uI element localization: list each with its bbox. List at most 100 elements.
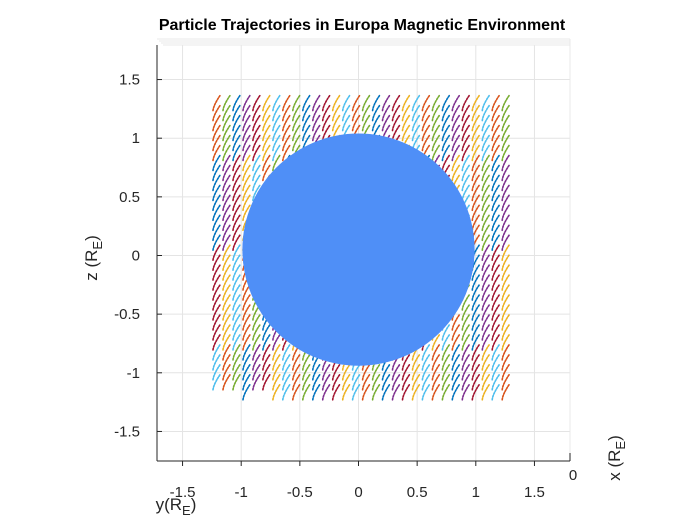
trajectory-segment [222, 174, 231, 192]
trajectory-segment [471, 343, 481, 361]
trajectory-segment [222, 134, 231, 152]
x-tick-label: 0 [354, 484, 362, 501]
trajectory-segment [232, 284, 241, 301]
trajectory-segment [441, 383, 451, 401]
trajectory-segment [441, 104, 451, 122]
trajectory-segment [292, 94, 301, 112]
trajectory-segment [371, 94, 381, 112]
trajectory-segment [262, 114, 271, 132]
trajectory-segment [331, 363, 341, 381]
trajectory-segment [421, 363, 431, 381]
trajectory-segment [321, 104, 331, 122]
trajectory-segment [481, 363, 491, 381]
trajectory-segment [242, 114, 251, 132]
trajectory-segment [222, 333, 231, 351]
trajectory-segment [441, 363, 451, 381]
x-tick-label: -1 [235, 484, 248, 501]
trajectory-segment [441, 144, 451, 162]
trajectory-segment [302, 94, 311, 112]
trajectory-segment [282, 343, 291, 361]
trajectory-segment [481, 244, 491, 261]
trajectory-segment [431, 94, 441, 112]
trajectory-segment [232, 274, 241, 291]
trajectory-segment [212, 204, 221, 222]
trajectory-segment [252, 353, 261, 371]
trajectory-segment [262, 104, 271, 122]
trajectory-segment [232, 333, 241, 351]
trajectory-segment [232, 214, 241, 232]
trajectory-segment [451, 114, 461, 132]
trajectory-segment [222, 184, 231, 202]
trajectory-segment [381, 373, 391, 391]
trajectory-segment [411, 383, 421, 401]
trajectory-segment [351, 373, 361, 391]
trajectory-segment [481, 323, 491, 341]
trajectory-segment [491, 234, 501, 251]
trajectory-segment [481, 154, 491, 172]
trajectory-segment [222, 204, 231, 222]
trajectory-segment [501, 134, 510, 152]
trajectory-segment [292, 104, 301, 122]
trajectory-segment [212, 313, 221, 331]
trajectory-segment [222, 154, 231, 172]
trajectory-segment [421, 343, 431, 361]
trajectory-segment [441, 323, 451, 341]
trajectory-segment [292, 363, 301, 381]
trajectory-segment [471, 204, 481, 222]
europa-sphere [242, 133, 475, 366]
trajectory-segment [321, 114, 331, 132]
trajectory-segment [351, 114, 361, 132]
trajectory-segment [212, 184, 221, 202]
trajectory-segment [212, 323, 221, 341]
trajectory-segment [401, 383, 411, 401]
trajectory-segment [262, 154, 271, 172]
trajectory-segment [491, 134, 501, 152]
trajectory-segment [272, 94, 281, 112]
trajectory-segment [421, 383, 431, 401]
trajectory-segment [491, 194, 501, 212]
trajectory-segment [252, 94, 261, 112]
trajectory-segment [421, 124, 431, 142]
trajectory-segment [451, 313, 461, 331]
trajectory-segment [501, 124, 510, 142]
trajectory-segment [451, 333, 461, 351]
trajectory-segment [471, 304, 481, 321]
trajectory-segment [212, 174, 221, 192]
trajectory-segment [491, 343, 501, 361]
trajectory-segment [501, 94, 510, 112]
trajectory-segment [262, 373, 271, 391]
trajectory-segment [302, 114, 311, 132]
trajectory-segment [232, 104, 241, 122]
trajectory-segment [481, 104, 491, 122]
trajectory-segment [282, 373, 291, 391]
trajectory-segment [272, 363, 281, 381]
trajectory-segment [411, 353, 421, 371]
trajectory-segment [381, 363, 391, 381]
chart-title: Particle Trajectories in Europa Magnetic… [159, 17, 566, 34]
trajectory-segment [282, 114, 291, 132]
trajectory-segment [451, 124, 461, 142]
trajectory-segment [282, 134, 291, 152]
trajectory-segment [381, 383, 391, 401]
trajectory-segment [212, 333, 221, 351]
trajectory-segment [212, 294, 221, 311]
trajectory-segment [501, 254, 510, 271]
trajectory-segment [232, 254, 241, 271]
trajectory-segment [501, 214, 510, 232]
y-axis-label: z (RE) [82, 235, 105, 281]
trajectory-segment [481, 184, 491, 202]
trajectory-segment [302, 353, 311, 371]
trajectory-segment [471, 124, 481, 142]
trajectory-segment [272, 154, 281, 172]
trajectory-segment [252, 373, 261, 391]
trajectory-segment [232, 244, 241, 261]
trajectory-segment [272, 383, 281, 401]
trajectory-segment [401, 363, 411, 381]
trajectory-segment [481, 304, 491, 321]
trajectory-segment [351, 363, 361, 381]
trajectory-segment [461, 144, 471, 162]
trajectory-segment [381, 104, 391, 122]
trajectory-segment [471, 373, 481, 391]
trajectory-segment [501, 194, 510, 212]
trajectory-segment [481, 274, 491, 291]
